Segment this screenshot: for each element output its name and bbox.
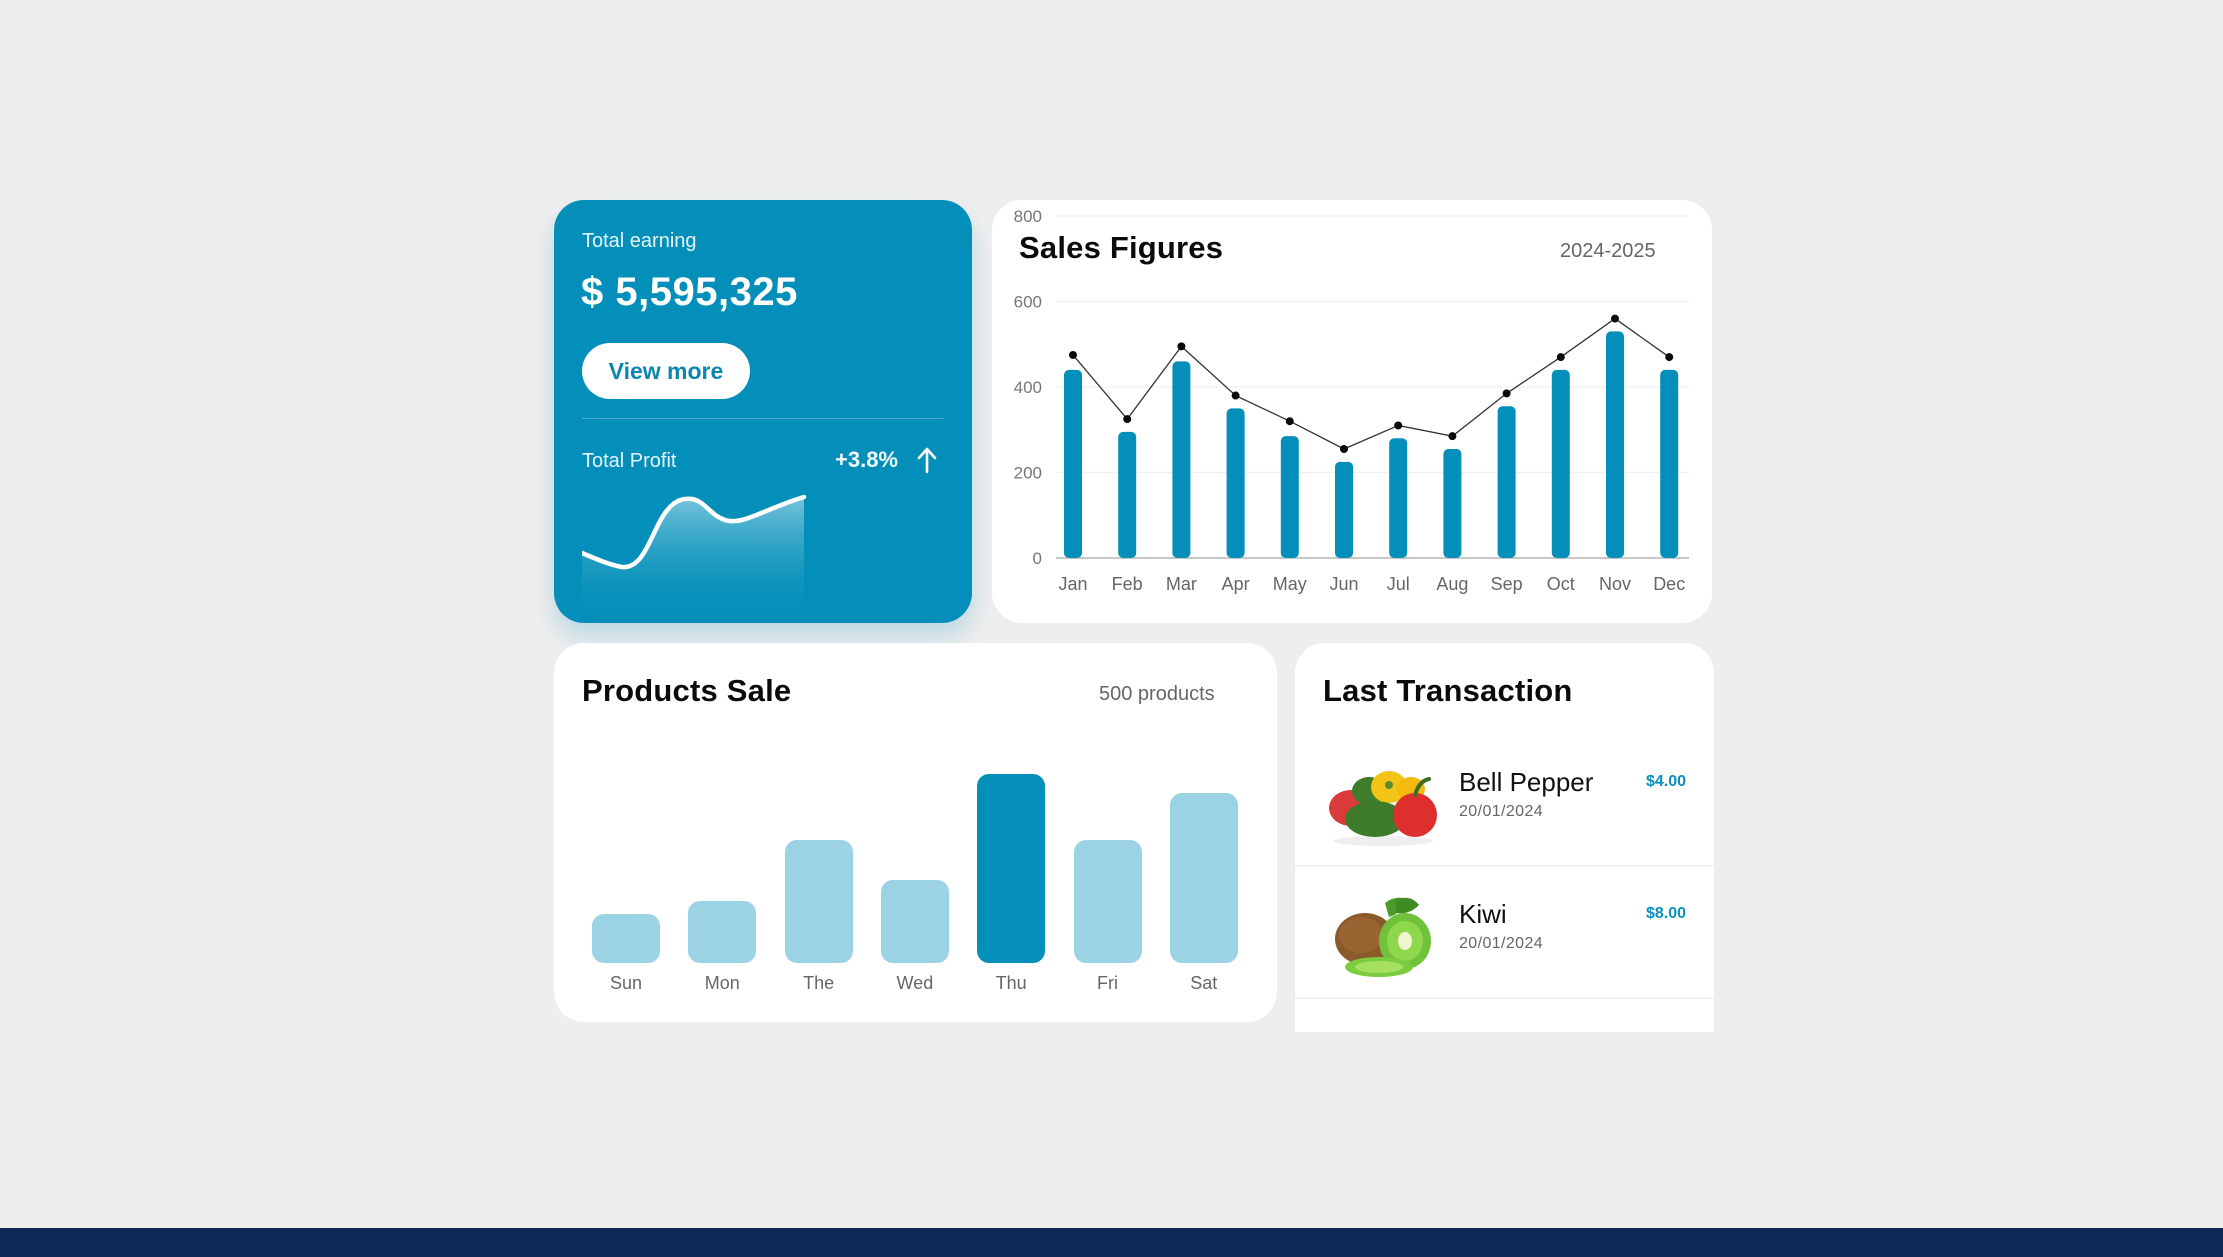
y-axis-tick: 600 — [1014, 293, 1042, 312]
last-transaction-title: Last Transaction — [1323, 673, 1573, 708]
x-axis-label: Feb — [1112, 574, 1143, 594]
x-axis-label: May — [1273, 574, 1307, 594]
products-sale-card: Products Sale 500 products Sun Mon The Wed T… — [554, 643, 1277, 1022]
product-bar-wed[interactable] — [880, 643, 949, 963]
trend-point — [1231, 391, 1240, 400]
transaction-item-name: Bell Pepper — [1459, 767, 1594, 797]
transaction-price: $8.00 — [1645, 905, 1686, 922]
view-more-button[interactable]: View more — [582, 343, 750, 399]
transaction-item-name: Kiwi — [1459, 899, 1507, 929]
sales-bar — [1497, 406, 1516, 558]
transaction-row[interactable]: Bell Pepper 20/01/2024 $4.00 — [1295, 735, 1714, 867]
product-bar-fri[interactable] — [1073, 643, 1142, 963]
y-axis-tick: 400 — [1014, 378, 1042, 397]
bell-pepper-image — [1329, 771, 1437, 846]
kiwi-image — [1335, 897, 1431, 977]
profit-sparkline — [582, 494, 807, 615]
product-bar-sun[interactable] — [592, 643, 660, 963]
product-bar — [784, 840, 853, 963]
total-earning-label: Total earning — [582, 230, 697, 252]
sales-bar — [1172, 361, 1191, 558]
last-transaction-card: Last Transaction Bell Pepper 20/01/2024 … — [1295, 643, 1714, 1032]
transaction-date: 20/01/2024 — [1459, 935, 1544, 952]
sales-bar — [1280, 436, 1299, 558]
sales-bar — [1660, 369, 1679, 558]
footer-band — [0, 1228, 2223, 1257]
product-bar-the[interactable] — [784, 643, 853, 963]
total-earning-value: $ 5,595,325 — [581, 270, 798, 314]
x-axis-label: Jul — [1387, 574, 1410, 594]
x-axis-label: Apr — [1222, 574, 1250, 594]
trend-point — [1069, 350, 1077, 359]
trend-point — [1177, 342, 1186, 351]
trend-point — [1611, 314, 1619, 323]
product-bar — [880, 879, 949, 963]
sales-figures-card: Sales Figures 2024-2025 0 200 400 600 800 Jan… — [992, 200, 1712, 623]
product-bar — [1073, 840, 1142, 963]
x-axis-label: Jan — [1058, 574, 1087, 594]
x-axis-label: Aug — [1436, 574, 1468, 594]
product-bar-thu[interactable] — [977, 643, 1046, 963]
product-bar — [688, 900, 757, 963]
product-bar-sat[interactable] — [1169, 643, 1238, 963]
period-selector[interactable]: 2024-2025 — [1560, 240, 1656, 262]
total-profit-label: Total Profit — [582, 450, 677, 472]
x-axis-label: Jun — [1329, 574, 1358, 594]
products-sale-title: Products Sale — [582, 673, 792, 708]
sales-bar — [1118, 431, 1137, 558]
x-axis-label: Dec — [1653, 574, 1685, 594]
sales-bar — [1443, 448, 1462, 558]
trend-point — [1340, 444, 1348, 453]
product-bar-mon[interactable] — [688, 643, 757, 963]
day-label: Thu — [995, 973, 1027, 993]
day-label: Sun — [609, 973, 643, 993]
product-bar — [592, 913, 660, 963]
y-axis-tick: 0 — [1033, 549, 1042, 568]
day-label: Mon — [704, 973, 740, 993]
trend-point — [1502, 389, 1511, 398]
sales-bar — [1389, 438, 1408, 558]
transaction-price: $4.00 — [1645, 773, 1686, 790]
sales-figures-chart: 0 200 400 600 800 Jan Feb Mar Apr May Jun Jul Aug Sep… — [1014, 207, 1689, 594]
x-axis-label: Mar — [1166, 574, 1197, 594]
arrow-up-icon — [917, 447, 937, 474]
transaction-date: 20/01/2024 — [1459, 803, 1544, 820]
y-axis-tick: 200 — [1014, 464, 1042, 483]
trend-point — [1556, 353, 1565, 362]
product-bar — [977, 774, 1046, 963]
y-axis-tick: 800 — [1014, 207, 1042, 226]
trend-point — [1394, 421, 1403, 430]
sales-bar — [1335, 461, 1353, 558]
day-label: Sat — [1190, 973, 1218, 993]
product-bar — [1169, 792, 1238, 963]
sales-bar — [1226, 408, 1245, 558]
products-count: 500 products — [1099, 683, 1215, 705]
sales-bar — [1551, 369, 1570, 558]
total-earning-card: Total earning $ 5,595,325 View more Tota… — [554, 200, 972, 623]
profit-change: +3.8% — [835, 447, 898, 472]
trend-point — [1448, 432, 1457, 441]
x-axis-label: Sep — [1491, 574, 1523, 594]
sales-bar — [1606, 331, 1624, 558]
trend-point — [1123, 415, 1132, 424]
x-axis-label: Oct — [1547, 574, 1575, 594]
trend-point — [1285, 417, 1294, 426]
x-axis-label: Nov — [1599, 574, 1631, 594]
transaction-row[interactable]: Kiwi 20/01/2024 $8.00 — [1295, 867, 1714, 999]
sales-figures-title: Sales Figures — [1019, 230, 1224, 265]
day-label: Fri — [1097, 973, 1118, 993]
day-label: The — [803, 973, 835, 993]
divider — [582, 418, 944, 419]
trend-point — [1665, 353, 1674, 362]
sales-bar — [1064, 369, 1082, 558]
day-label: Wed — [896, 973, 934, 993]
